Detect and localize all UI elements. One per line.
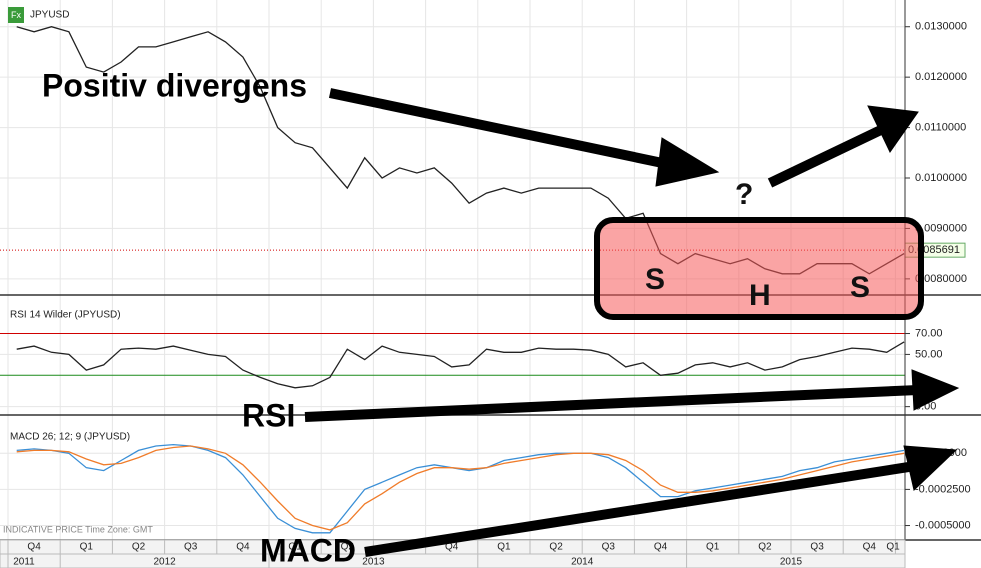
highlight-box xyxy=(594,217,924,320)
annotation: Positiv divergens xyxy=(42,67,307,103)
y-tick-label: 0.0130000 xyxy=(915,21,967,33)
x-tick-label: Q2 xyxy=(341,542,355,553)
series-line xyxy=(16,445,905,531)
x-tick-label: Q3 xyxy=(184,542,198,553)
y-tick-label: -0.0002500 xyxy=(915,483,971,495)
x-tick-label: Q1 xyxy=(288,542,302,553)
pattern-label: H xyxy=(749,279,771,312)
x-tick-label: Q3 xyxy=(602,542,616,553)
y-tick-label: 0.0100000 xyxy=(915,172,967,184)
annotation: MACD xyxy=(260,532,356,568)
arrow xyxy=(364,461,916,557)
year-label: 2012 xyxy=(153,557,176,568)
year-label: 2011 xyxy=(13,557,35,568)
arrow-head xyxy=(903,445,958,491)
x-tick-label: Q1 xyxy=(497,542,511,553)
series-line xyxy=(16,443,905,534)
y-tick-label: -0.0005000 xyxy=(915,519,971,531)
fx-icon-label: Fx xyxy=(11,10,21,20)
x-tick-label: Q2 xyxy=(132,542,146,553)
x-tick-label: Q4 xyxy=(236,542,250,553)
x-tick-label: Q1 xyxy=(80,542,94,553)
x-tick-label: Q4 xyxy=(654,542,668,553)
panel-title: JPYUSD xyxy=(30,10,69,21)
series-line xyxy=(16,341,905,389)
arrow xyxy=(304,385,919,422)
year-label: 2013 xyxy=(362,557,385,568)
year-label: 2014 xyxy=(571,557,594,568)
panel-title: RSI 14 Wilder (JPYUSD) xyxy=(10,310,121,321)
x-tick-label: Q3 xyxy=(810,542,824,553)
y-tick-label: 50.00 xyxy=(915,348,943,360)
arrow-head xyxy=(867,105,919,153)
pattern-label: S xyxy=(850,271,870,304)
fx-icon xyxy=(8,7,24,23)
arrows xyxy=(304,88,960,557)
x-tick-label: Q2 xyxy=(758,542,772,553)
panel-title: MACD 26; 12; 9 (JPYUSD) xyxy=(10,432,130,443)
annotation: ? xyxy=(735,178,753,211)
arrow-head xyxy=(655,137,720,187)
y-tick-label: 70.00 xyxy=(915,327,943,339)
y-tick-label: 0.0110000 xyxy=(915,121,966,133)
annotation: RSI xyxy=(242,397,295,433)
x-tick-label: Q4 xyxy=(863,542,877,553)
pattern-label: S xyxy=(645,263,665,296)
x-tick-label: Q4 xyxy=(445,542,459,553)
arrow xyxy=(328,88,674,170)
y-tick-label: 0.0090000 xyxy=(915,222,967,234)
footer: INDICATIVE PRICE Time Zone: GMT xyxy=(3,524,153,534)
arrow-head xyxy=(911,369,960,411)
x-tick-label: Q1 xyxy=(706,542,720,553)
y-tick-label: 0.0080000 xyxy=(915,273,967,285)
x-tick-label: Q1 xyxy=(886,542,900,553)
x-tick-label: Q4 xyxy=(27,542,41,553)
y-tick-label: 0.0120000 xyxy=(915,71,967,83)
year-label: 2015 xyxy=(780,557,803,568)
arrow xyxy=(767,123,888,188)
x-tick-label: Q2 xyxy=(549,542,563,553)
